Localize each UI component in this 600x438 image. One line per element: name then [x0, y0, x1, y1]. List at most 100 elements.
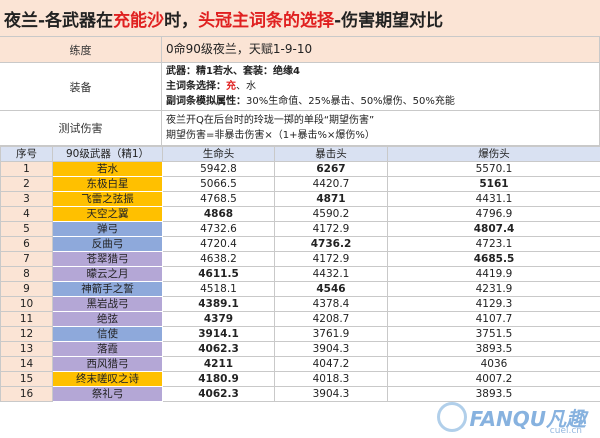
- table-row: 3 飞雷之弦振 4768.5 4871 4431.1: [0, 191, 600, 207]
- hp-head-value: 4211: [162, 356, 275, 372]
- critdmg-head-value: 4231.9: [387, 281, 600, 297]
- title-part3: 时，: [164, 10, 199, 31]
- damage-table: 序号 90级武器（精1） 生命头 暴击头 爆伤头 1 若水 5942.8 6267 55…: [0, 146, 600, 402]
- hp-head-value: 4389.1: [162, 296, 275, 312]
- critdmg-head-value: 4807.4: [387, 221, 600, 237]
- watermark-text: FANQU凡趣: [469, 406, 586, 431]
- hp-head-value: 3914.1: [162, 326, 275, 342]
- crit-head-value: 3904.3: [274, 386, 388, 402]
- title-part4: 头冠主词条的选择: [198, 10, 335, 31]
- equip-weapon-label: 武器：: [166, 66, 196, 77]
- watermark: FANQU凡趣 cuel.cn: [437, 402, 586, 436]
- weapon-name: 绝弦: [52, 311, 163, 327]
- crit-head-value: 4172.9: [274, 251, 388, 267]
- hp-head-value: 4062.3: [162, 386, 275, 402]
- header-hp-head: 生命头: [162, 146, 275, 162]
- header-weapon: 90级武器（精1）: [52, 146, 163, 162]
- table-row: 15 终末嗟叹之诗 4180.9 4018.3 4007.2: [0, 371, 600, 387]
- row-index: 14: [0, 356, 53, 372]
- critdmg-head-value: 5161: [387, 176, 600, 192]
- weapon-name: 西风猎弓: [52, 356, 163, 372]
- table-row: 13 落霞 4062.3 3904.3 3893.5: [0, 341, 600, 357]
- crit-head-value: 3761.9: [274, 326, 388, 342]
- table-row: 2 东极白星 5066.5 4420.7 5161: [0, 176, 600, 192]
- title-part2: 充能沙: [113, 10, 165, 31]
- test-label: 测试伤害: [0, 111, 162, 146]
- weapon-name: 天空之翼: [52, 206, 163, 222]
- table-row: 10 黑岩战弓 4389.1 4378.4 4129.3: [0, 296, 600, 312]
- critdmg-head-value: 4036: [387, 356, 600, 372]
- hp-head-value: 5942.8: [162, 161, 275, 177]
- title-part1: 夜兰-各武器在: [4, 10, 114, 31]
- critdmg-head-value: 4431.1: [387, 191, 600, 207]
- test-line2: 期望伤害=非暴击伤害×（1+暴击%×爆伤%）: [166, 130, 375, 141]
- critdmg-head-value: 5570.1: [387, 161, 600, 177]
- hp-head-value: 4379: [162, 311, 275, 327]
- header-index: 序号: [0, 146, 53, 162]
- crit-head-value: 4432.1: [274, 266, 388, 282]
- crit-head-value: 4172.9: [274, 221, 388, 237]
- crit-head-value: 4871: [274, 191, 388, 207]
- weapon-name: 反曲弓: [52, 236, 163, 252]
- table-row: 11 绝弦 4379 4208.7 4107.7: [0, 311, 600, 327]
- critdmg-head-value: 3893.5: [387, 341, 600, 357]
- table-row: 16 祭礼弓 4062.3 3904.3 3893.5: [0, 386, 600, 402]
- hp-head-value: 4062.3: [162, 341, 275, 357]
- hp-head-value: 4518.1: [162, 281, 275, 297]
- hp-head-value: 4732.6: [162, 221, 275, 237]
- hp-head-value: 4720.4: [162, 236, 275, 252]
- row-index: 2: [0, 176, 53, 192]
- weapon-name: 终末嗟叹之诗: [52, 371, 163, 387]
- critdmg-head-value: 4723.1: [387, 236, 600, 252]
- critdmg-head-value: 4685.5: [387, 251, 600, 267]
- header-crit-head: 暴击头: [274, 146, 388, 162]
- table-row: 9 神箭手之誓 4518.1 4546 4231.9: [0, 281, 600, 297]
- table-row: 12 信使 3914.1 3761.9 3751.5: [0, 326, 600, 342]
- crit-head-value: 4047.2: [274, 356, 388, 372]
- critdmg-head-value: 4796.9: [387, 206, 600, 222]
- crit-head-value: 4590.2: [274, 206, 388, 222]
- crit-head-value: 4018.3: [274, 371, 388, 387]
- weapon-name: 若水: [52, 161, 163, 177]
- crit-head-value: 4546: [274, 281, 388, 297]
- info-block: 练度 0命90级夜兰，天赋1-9-10 装备 武器：精1若水、套装：绝缘4 主词…: [0, 37, 600, 146]
- row-index: 11: [0, 311, 53, 327]
- critdmg-head-value: 3751.5: [387, 326, 600, 342]
- crit-head-value: 4208.7: [274, 311, 388, 327]
- critdmg-head-value: 3893.5: [387, 386, 600, 402]
- table-body: 1 若水 5942.8 6267 5570.1 2 东极白星 5066.5 4420.7 5161…: [0, 161, 600, 402]
- title-part5: -伤害期望对比: [334, 10, 444, 31]
- crit-head-value: 4378.4: [274, 296, 388, 312]
- equip-label: 装备: [0, 63, 162, 111]
- hp-head-value: 5066.5: [162, 176, 275, 192]
- level-value: 0命90级夜兰，天赋1-9-10: [162, 37, 600, 63]
- equip-main-red: 充: [226, 81, 236, 92]
- crit-head-value: 4736.2: [274, 236, 388, 252]
- row-index: 3: [0, 191, 53, 207]
- hp-head-value: 4768.5: [162, 191, 275, 207]
- equip-sub-label: 副词条模拟属性：: [166, 96, 246, 107]
- weapon-name: 飞雷之弦振: [52, 191, 163, 207]
- table-header-row: 序号 90级武器（精1） 生命头 暴击头 爆伤头: [0, 146, 600, 162]
- table-row: 4 天空之翼 4868 4590.2 4796.9: [0, 206, 600, 222]
- hp-head-value: 4180.9: [162, 371, 275, 387]
- critdmg-head-value: 4107.7: [387, 311, 600, 327]
- table-row: 14 西风猎弓 4211 4047.2 4036: [0, 356, 600, 372]
- weapon-name: 弹弓: [52, 221, 163, 237]
- weapon-name: 信使: [52, 326, 163, 342]
- critdmg-head-value: 4129.3: [387, 296, 600, 312]
- equip-sub-value: 30%生命值、25%暴击、50%爆伤、50%充能: [246, 96, 455, 107]
- page-title: 夜兰-各武器在 充能沙 时， 头冠主词条的选择 -伤害期望对比: [0, 0, 600, 37]
- level-label: 练度: [0, 37, 162, 63]
- equip-main-label: 主词条选择：: [166, 81, 226, 92]
- row-index: 5: [0, 221, 53, 237]
- hp-head-value: 4868: [162, 206, 275, 222]
- weapon-name: 祭礼弓: [52, 386, 163, 402]
- row-index: 8: [0, 266, 53, 282]
- row-index: 15: [0, 371, 53, 387]
- crit-head-value: 6267: [274, 161, 388, 177]
- test-line1: 夜兰开Q在后台时的玲珑一掷的单段“期望伤害”: [166, 115, 375, 126]
- test-value: 夜兰开Q在后台时的玲珑一掷的单段“期望伤害” 期望伤害=非暴击伤害×（1+暴击%…: [162, 111, 600, 146]
- row-index: 6: [0, 236, 53, 252]
